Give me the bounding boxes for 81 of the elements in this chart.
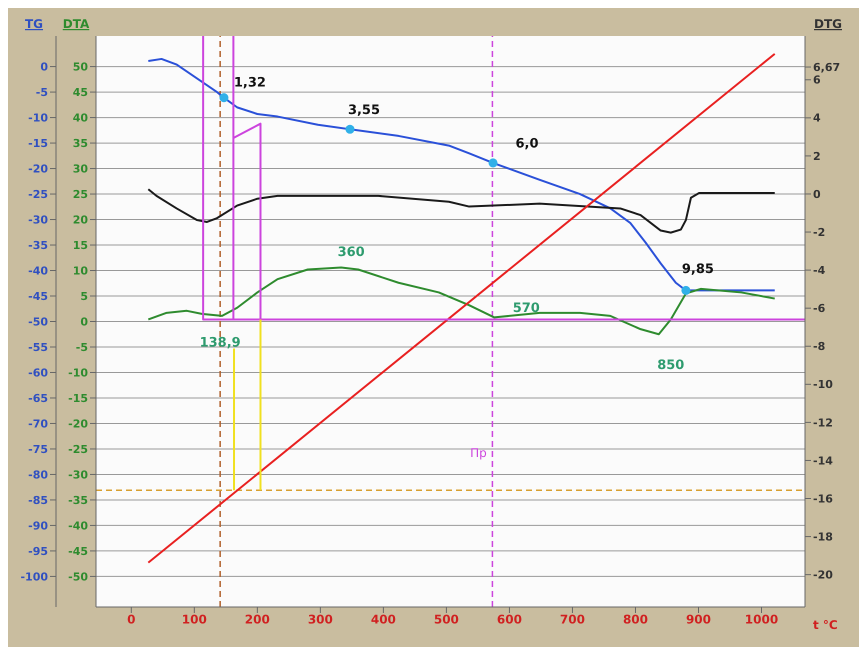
y3-tick-label: -4 [813, 264, 826, 278]
y3-tick-label: -10 [813, 378, 834, 392]
x-tick-label: 400 [370, 612, 396, 627]
ref-line-label: Пр [470, 446, 487, 460]
y2-tick-label: -90 [28, 519, 48, 532]
y-tick-label: 50 [72, 60, 88, 74]
y2-tick-label: -5 [36, 86, 48, 99]
y3-tick-label: -2 [813, 226, 826, 239]
y2-tick-label: -40 [28, 264, 48, 278]
y-tick-label: -35 [68, 494, 88, 507]
y2-tick-label: -65 [28, 392, 48, 405]
annotation: 850 [657, 358, 684, 373]
annotation: 138,9 [200, 336, 241, 351]
y2-tick-label: -70 [28, 417, 48, 430]
x-tick-label: 200 [244, 612, 270, 627]
y-tick-label: 40 [72, 111, 88, 124]
y2-tick-label: 0 [40, 60, 48, 74]
y-tick-label: -40 [68, 519, 88, 532]
y-tick-label: -5 [76, 340, 88, 354]
y-tick-label: -15 [68, 392, 88, 405]
y-tick-label: 25 [72, 188, 88, 201]
y-tick-label: -45 [68, 544, 88, 558]
y2-tick-label: -20 [28, 162, 48, 176]
y3-tick-label: -8 [813, 340, 826, 354]
y-tick-label: 10 [72, 264, 88, 278]
y2-tick-label: -15 [28, 136, 48, 150]
y2-tick-label: -85 [28, 494, 48, 507]
x-tick-label: 800 [622, 612, 648, 627]
y-tick-label: -25 [68, 442, 88, 456]
y2-tick-label: -45 [28, 290, 48, 303]
annotation: 570 [512, 301, 540, 316]
y3-tick-label: -12 [813, 416, 833, 430]
y-tick-label: 45 [72, 86, 88, 99]
y2-tick-label: -75 [28, 442, 48, 456]
y3-tick-label: 0 [813, 188, 821, 201]
y2-axis-title: TG [24, 17, 44, 31]
y2-tick-label: -60 [28, 366, 48, 380]
y3-tick-label: -14 [813, 454, 834, 468]
y-tick-label: 20 [72, 213, 88, 226]
y-tick-label: 0 [80, 315, 88, 328]
x-tick-label: 0 [127, 612, 136, 627]
x-tick-label: 900 [686, 612, 712, 627]
y-tick-label: -50 [68, 570, 88, 584]
x-axis-title: t °C [813, 618, 838, 632]
y2-tick-label: -25 [28, 188, 48, 201]
y-tick-label: -10 [68, 366, 88, 380]
x-tick-label: 100 [182, 612, 207, 627]
y2-tick-label: -10 [28, 111, 48, 124]
y3-tick-label: 6,67 [813, 60, 840, 74]
y3-tick-label: -18 [813, 530, 833, 544]
y2-tick-label: -55 [28, 340, 48, 354]
y2-tick-label: -80 [28, 468, 48, 482]
annotation: 6,0 [516, 136, 539, 152]
y3-tick-label: -20 [813, 568, 834, 582]
y3-tick-label: 6 [813, 74, 821, 87]
y-tick-label: -20 [68, 417, 88, 430]
y2-tick-label: -95 [28, 544, 48, 558]
annotation: 9,85 [682, 262, 714, 278]
y3-axis-title: DTG [814, 17, 842, 31]
y2-tick-label: -35 [28, 238, 48, 252]
x-tick-label: 300 [308, 612, 333, 627]
annotation: 360 [338, 245, 365, 260]
x-tick-label: 500 [434, 612, 459, 627]
y-tick-label: 30 [72, 162, 88, 176]
y-tick-label: -30 [68, 468, 88, 482]
y-tick-label: 5 [80, 290, 88, 303]
x-tick-label: 700 [560, 612, 585, 627]
y2-tick-label: -100 [20, 570, 48, 584]
y2-tick-label: -50 [28, 315, 48, 328]
y2-tick-label: -30 [28, 213, 48, 226]
x-tick-label: 600 [496, 612, 522, 627]
x-tick-label: 1000 [744, 612, 778, 627]
y-tick-label: 35 [72, 136, 88, 150]
y-axis-title: DTA [62, 17, 90, 31]
y3-tick-label: 2 [813, 150, 821, 163]
y3-tick-label: 4 [813, 112, 821, 125]
annotation: 3,55 [348, 102, 380, 118]
y3-tick-label: -6 [813, 302, 826, 316]
y-tick-label: 15 [72, 238, 88, 252]
y3-tick-label: -16 [813, 492, 834, 506]
annotation: 1,32 [234, 75, 266, 90]
